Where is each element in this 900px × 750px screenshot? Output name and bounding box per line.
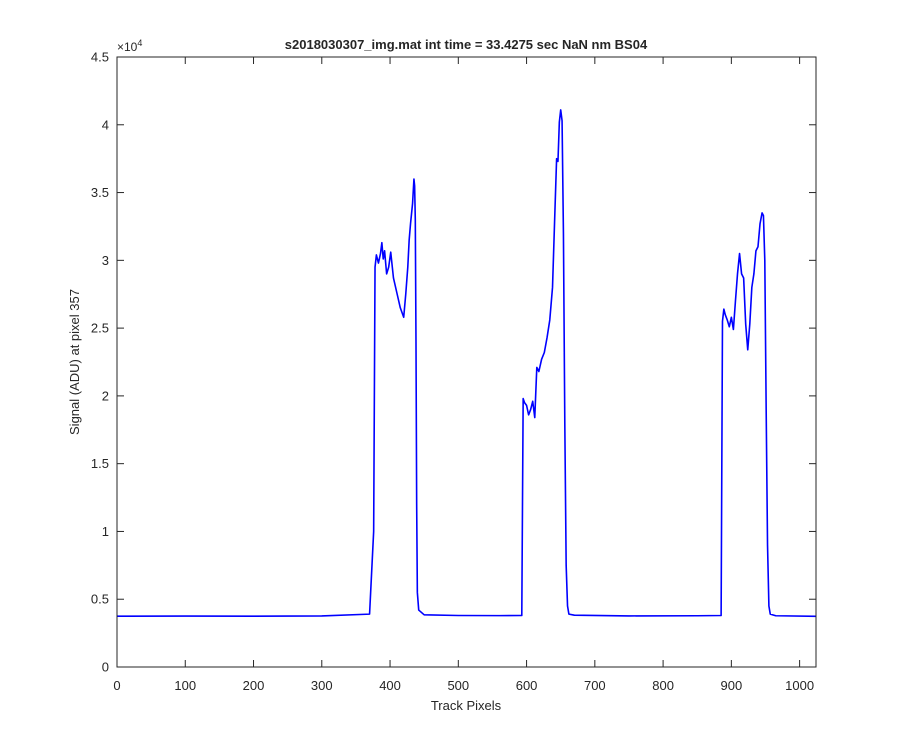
x-tick-label: 600 (516, 678, 538, 693)
x-tick-label: 300 (311, 678, 333, 693)
x-tick-label: 400 (379, 678, 401, 693)
x-axis-label: Track Pixels (431, 698, 502, 713)
y-tick-label: 4.5 (91, 50, 109, 65)
plot-area (117, 57, 816, 667)
x-tick-label: 700 (584, 678, 606, 693)
x-tick-label: 900 (721, 678, 743, 693)
y-tick-label: 2 (102, 388, 109, 403)
y-tick-label: 3 (102, 253, 109, 268)
x-tick-label: 1000 (785, 678, 814, 693)
y-tick-label: 1 (102, 524, 109, 539)
y-exponent-label: ×104 (117, 38, 142, 54)
chart-title: s2018030307_img.mat int time = 33.4275 s… (285, 37, 648, 52)
x-tick-label: 200 (243, 678, 265, 693)
axes-box (116, 56, 817, 668)
x-tick-label: 500 (447, 678, 469, 693)
y-tick-label: 1.5 (91, 456, 109, 471)
x-tick-label: 0 (113, 678, 120, 693)
ticks-layer: 0 100 200 300 400 500 600 700 800 900 1000 0 0.5 1 1.5… (91, 50, 816, 693)
series-line (116, 109, 817, 618)
y-tick-label: 4 (102, 117, 109, 132)
y-exponent-power: 4 (137, 38, 142, 48)
y-tick-label: 0 (102, 660, 109, 675)
y-tick-label: 2.5 (91, 321, 109, 336)
y-tick-label: 3.5 (91, 185, 109, 200)
y-tick-label: 0.5 (91, 592, 109, 607)
x-tick-label: 800 (652, 678, 674, 693)
y-axis-label: Signal (ADU) at pixel 357 (67, 289, 82, 435)
x-tick-label: 100 (174, 678, 196, 693)
